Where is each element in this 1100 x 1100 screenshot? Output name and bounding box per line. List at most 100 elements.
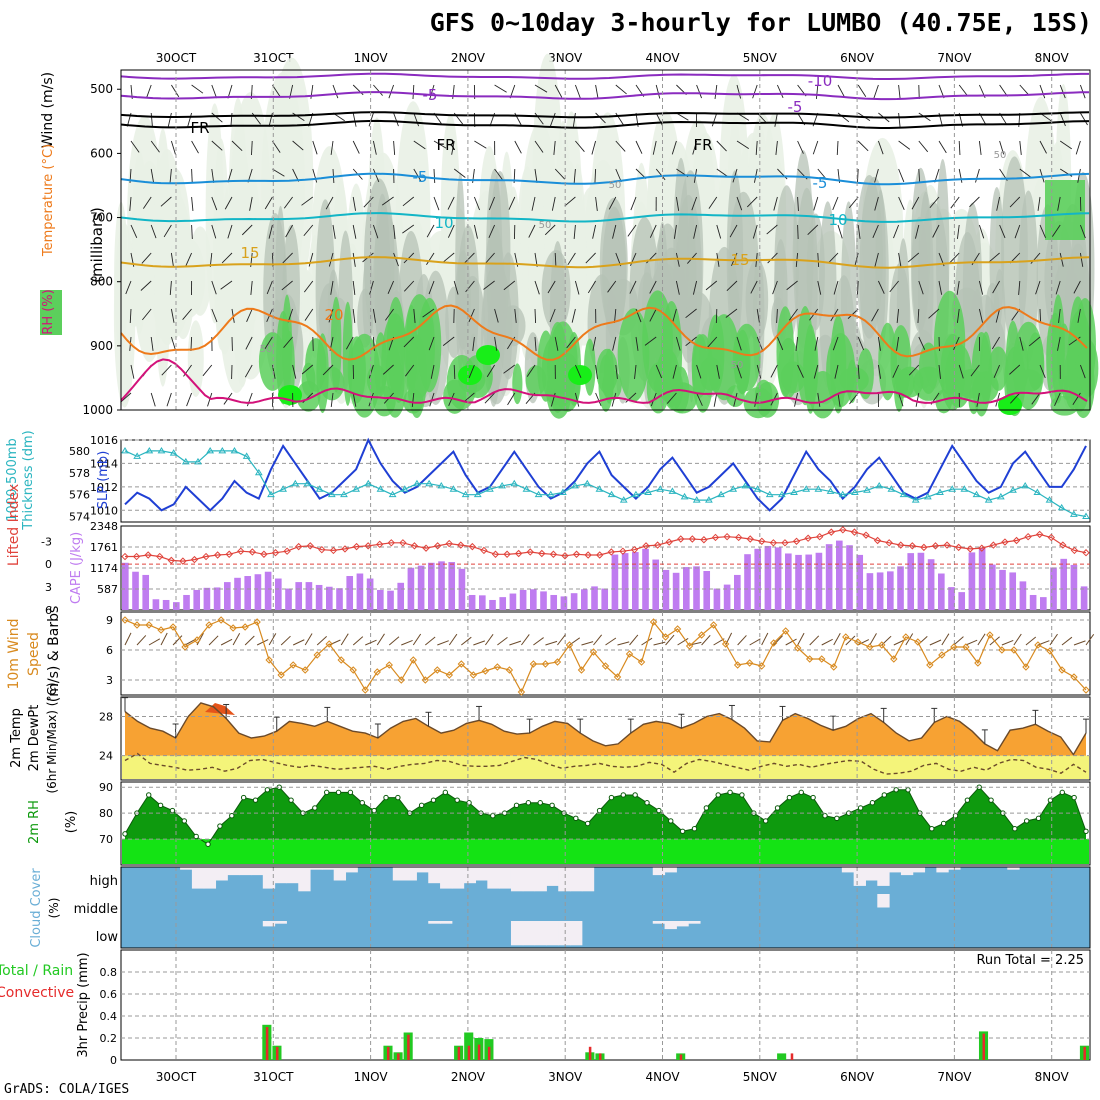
wind-speed-marker — [697, 631, 706, 639]
upper-wind-barb — [528, 224, 536, 238]
upper-wind-barb — [447, 196, 455, 210]
upper-wind-barb — [874, 196, 879, 211]
upper-wind-barb — [369, 280, 374, 295]
cape-bar — [938, 573, 945, 610]
cape-bar — [530, 589, 537, 610]
upper-wind-barb — [534, 168, 538, 183]
thickness-tick-label: 580 — [69, 445, 90, 458]
upper-wind-barb — [412, 84, 415, 100]
li-marker — [734, 533, 743, 542]
upper-wind-barb — [1077, 308, 1081, 323]
upper-wind-barb — [635, 140, 643, 154]
cloud-clear-segment — [392, 867, 406, 881]
rh2m-marker — [857, 805, 864, 811]
thickness-marker — [571, 481, 579, 489]
upper-wind-barb — [978, 140, 982, 155]
upper-wind-barb — [655, 84, 661, 99]
wind-speed-marker — [854, 638, 862, 646]
upper-wind-barb — [630, 196, 637, 211]
li-marker — [1070, 546, 1079, 555]
li-marker — [225, 550, 233, 558]
wind-barb — [365, 639, 377, 646]
cape-bar — [581, 589, 588, 610]
wind-barb — [136, 635, 147, 646]
upper-wind-barb — [308, 252, 314, 267]
upper-wind-barb — [770, 364, 778, 378]
upper-wind-barb — [988, 252, 1000, 263]
thickness-marker — [364, 479, 373, 487]
upper-wind-barb — [1059, 112, 1066, 127]
cloud-clear-segment — [676, 921, 689, 927]
rh2m-marker — [893, 787, 899, 793]
rh2m-marker — [596, 807, 603, 814]
rh2m-marker — [312, 805, 318, 811]
upper-wind-barb — [473, 196, 481, 211]
li-marker — [445, 539, 453, 548]
rh2m-marker — [217, 823, 223, 829]
upper-wind-barb — [352, 308, 356, 323]
upper-wind-barb — [363, 196, 374, 208]
upper-wind-barb — [303, 280, 314, 293]
upper-wind-barb — [503, 280, 516, 291]
precip-convective-bar — [386, 1046, 390, 1060]
li-marker — [1035, 530, 1044, 539]
upper-wind-barb — [786, 280, 798, 291]
upper-wind-barb — [837, 392, 841, 407]
cape-bar — [846, 545, 853, 610]
cloud-clear-segment — [1007, 867, 1020, 870]
upper-wind-barb — [301, 364, 314, 375]
li-marker — [804, 534, 812, 542]
rh2m-marker — [869, 800, 876, 806]
wind-barb — [557, 634, 566, 646]
wind-speed-marker — [1070, 673, 1078, 681]
thickness-marker — [473, 490, 482, 498]
upper-wind-barb — [403, 252, 415, 264]
upper-wind-barb — [837, 84, 846, 98]
precip-convective-bar — [407, 1034, 410, 1060]
upper-wind-barb — [473, 224, 478, 239]
date-label-bottom: 31OCT — [253, 1070, 294, 1084]
wind-speed-marker — [301, 666, 309, 674]
cloud-level-label: middle — [74, 902, 118, 917]
upper-wind-barb — [211, 196, 218, 211]
li-marker — [480, 546, 488, 555]
cape-bar — [591, 586, 598, 610]
rh-green-region — [512, 363, 523, 405]
cloud-clear-segment — [274, 921, 287, 924]
cloud-level-label: low — [96, 930, 119, 945]
rh-green-region — [726, 385, 745, 407]
thickness-line — [124, 450, 1087, 518]
upper-wind-barb — [575, 140, 585, 153]
upper-wind-barb — [272, 168, 285, 177]
upper-wind-barb — [736, 364, 742, 379]
upper-wind-barb — [1039, 168, 1045, 183]
rh2m-panel-frame — [120, 781, 1091, 866]
li-marker — [538, 549, 546, 558]
wind-speed-marker — [974, 659, 982, 667]
slp-tick-label: 1012 — [90, 481, 118, 494]
cape-bar — [907, 553, 915, 610]
wind-speed-marker — [1082, 686, 1090, 694]
temp-contour-15 — [120, 256, 1090, 269]
rh-gray-region — [1001, 156, 1028, 346]
precip-convective-bar — [598, 1053, 602, 1060]
rh2m-ylabel-2: (%) — [64, 811, 79, 834]
rh-green-region — [809, 370, 837, 419]
thickness-marker — [194, 457, 202, 465]
cape-bar — [621, 553, 629, 610]
upper-wind-barb — [573, 224, 576, 239]
rh-gray-region — [774, 185, 799, 349]
wind-speed-marker — [325, 640, 333, 648]
cape-bar — [295, 582, 303, 610]
temp-ylabel-1: 2m Temp — [9, 708, 24, 768]
precip-convective-bar — [790, 1053, 794, 1060]
cape-bar — [642, 548, 649, 610]
rh2m-marker — [668, 818, 674, 824]
upper-wind-barb — [268, 224, 273, 239]
upper-wind-barb — [385, 308, 394, 321]
rh-green-region — [708, 314, 740, 401]
contour-label: FR — [190, 119, 209, 137]
cape-bar — [142, 574, 150, 610]
cape-bar — [917, 552, 925, 610]
cloud-ylabel-2: (%) — [47, 898, 61, 919]
